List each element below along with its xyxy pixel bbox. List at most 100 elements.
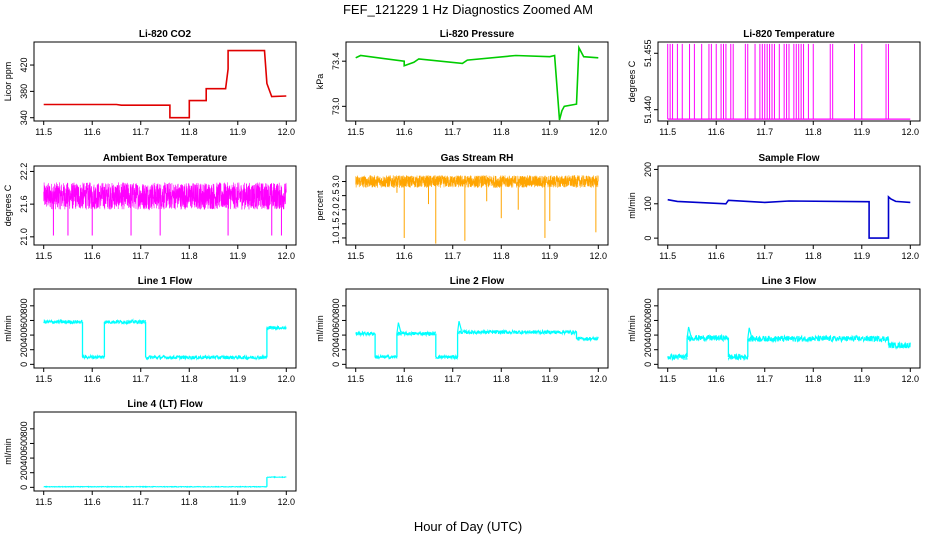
plot-area xyxy=(355,44,599,121)
x-tick-label: 11.6 xyxy=(708,374,725,384)
x-tick-label: 11.5 xyxy=(659,251,676,261)
plot-area xyxy=(43,182,287,236)
segment-line xyxy=(396,330,436,338)
x-tick-label: 11.5 xyxy=(347,251,364,261)
y-tick-label: 0 xyxy=(643,362,653,367)
segment-line xyxy=(888,340,911,351)
plot-area xyxy=(43,475,287,488)
noisy-series-line xyxy=(43,182,287,211)
segment-line xyxy=(43,485,268,488)
x-tick-label: 11.8 xyxy=(181,374,198,384)
x-tick-label: 11.9 xyxy=(541,374,558,384)
panel-line1: Line 1 Flow 11.5 11.6 11.7 11.8 11.9 12.0 0 2004… xyxy=(3,276,297,384)
y-tick-label: 380 xyxy=(19,84,29,99)
y-tick-label: 420 xyxy=(19,58,29,73)
series-line xyxy=(43,49,287,119)
y-tick-label: 600 xyxy=(19,313,29,328)
overshoot-line xyxy=(686,326,692,339)
y-tick-label: 600 xyxy=(643,313,653,328)
x-tick-label: 11.5 xyxy=(35,127,52,137)
segment-line xyxy=(145,354,268,361)
panel-title: Li-820 Temperature xyxy=(743,29,835,40)
panel-frame xyxy=(345,165,609,246)
y-axis-label: percent xyxy=(315,190,325,221)
y-tick-label: 400 xyxy=(19,451,29,466)
plot-area xyxy=(43,318,287,361)
panel-title: Gas Stream RH xyxy=(441,153,514,164)
x-tick-label: 11.7 xyxy=(132,497,149,507)
x-tick-label: 12.0 xyxy=(902,251,920,261)
overshoot-line xyxy=(396,322,402,334)
panel-line3: Line 3 Flow 11.5 11.6 11.7 11.8 11.9 12.0 0 2004… xyxy=(627,276,921,384)
x-tick-label: 11.5 xyxy=(659,374,676,384)
x-tick-label: 11.7 xyxy=(756,251,773,261)
x-tick-label: 11.7 xyxy=(756,374,773,384)
y-tick-label: 51.455 xyxy=(643,40,653,68)
segment-line xyxy=(266,475,287,479)
y-tick-label: 51.440 xyxy=(643,96,653,124)
y-tick-label: 0 xyxy=(19,362,29,367)
x-tick-label: 11.8 xyxy=(493,374,510,384)
x-tick-label: 11.9 xyxy=(853,251,870,261)
x-tick-label: 11.9 xyxy=(853,374,870,384)
plot-area xyxy=(667,43,911,120)
y-tick-label: 600 xyxy=(331,313,341,328)
x-tick-label: 11.5 xyxy=(347,374,364,384)
x-tick-label: 12.0 xyxy=(278,251,296,261)
plot-area xyxy=(355,174,599,244)
y-axis-label: ml/min xyxy=(3,438,13,465)
y-tick-label: 400 xyxy=(643,328,653,343)
segment-line xyxy=(727,352,749,362)
plot-area xyxy=(667,326,911,362)
x-tick-label: 11.9 xyxy=(229,127,246,137)
x-tick-label: 11.7 xyxy=(132,251,149,261)
panel-title: Line 1 Flow xyxy=(138,276,193,287)
x-tick-label: 12.0 xyxy=(590,374,608,384)
y-tick-label: 800 xyxy=(331,298,341,313)
x-tick-label: 11.8 xyxy=(181,251,198,261)
segment-line xyxy=(43,318,83,325)
segment-line xyxy=(103,318,147,326)
y-axis-label: ml/min xyxy=(3,315,13,342)
x-tick-label: 12.0 xyxy=(278,127,296,137)
y-tick-label: 21.0 xyxy=(19,228,29,246)
panel-co2: Li-820 CO2 11.5 11.6 11.7 11.8 11.9 12.0 340 380… xyxy=(3,29,297,137)
segment-line xyxy=(686,333,729,343)
y-tick-label: 800 xyxy=(19,298,29,313)
x-tick-label: 11.6 xyxy=(396,251,413,261)
x-tick-label: 11.7 xyxy=(132,374,149,384)
x-tick-label: 12.0 xyxy=(278,497,296,507)
panel-frame xyxy=(33,288,297,369)
segment-line xyxy=(457,328,577,336)
panel-frame xyxy=(657,41,921,122)
y-axis-label: degrees C xyxy=(3,184,13,226)
y-tick-label: 0 xyxy=(643,236,653,241)
segment-line xyxy=(82,353,105,361)
x-tick-label: 12.0 xyxy=(902,127,920,137)
panel-frame xyxy=(657,165,921,246)
panels: Li-820 CO2 11.5 11.6 11.7 11.8 11.9 12.0 340 380… xyxy=(3,29,921,507)
x-tick-label: 11.7 xyxy=(444,251,461,261)
x-tick-label: 11.8 xyxy=(493,127,510,137)
noisy-series-line xyxy=(355,174,599,188)
y-tick-label: 100 xyxy=(643,196,653,211)
y-tick-label: 200 xyxy=(19,465,29,480)
panel-title: Line 3 Flow xyxy=(762,276,817,287)
plot-area xyxy=(355,321,599,361)
overshoot-line xyxy=(747,327,753,339)
panel-frame xyxy=(33,411,297,492)
panel-frame xyxy=(345,288,609,369)
y-tick-label: 800 xyxy=(19,421,29,436)
y-tick-label: 1.0 xyxy=(331,232,341,245)
panel-frame xyxy=(657,288,921,369)
panel-title: Line 2 Flow xyxy=(450,276,505,287)
panel-temperature: Li-820 Temperature 11.5 11.6 11.7 11.8 11.9 12… xyxy=(627,29,921,137)
x-tick-label: 11.9 xyxy=(541,127,558,137)
x-tick-label: 11.5 xyxy=(35,251,52,261)
segment-line xyxy=(355,330,376,338)
x-tick-label: 11.5 xyxy=(35,497,52,507)
x-tick-label: 11.7 xyxy=(444,374,461,384)
x-tick-label: 11.6 xyxy=(396,374,413,384)
panel-title: Sample Flow xyxy=(758,153,819,164)
